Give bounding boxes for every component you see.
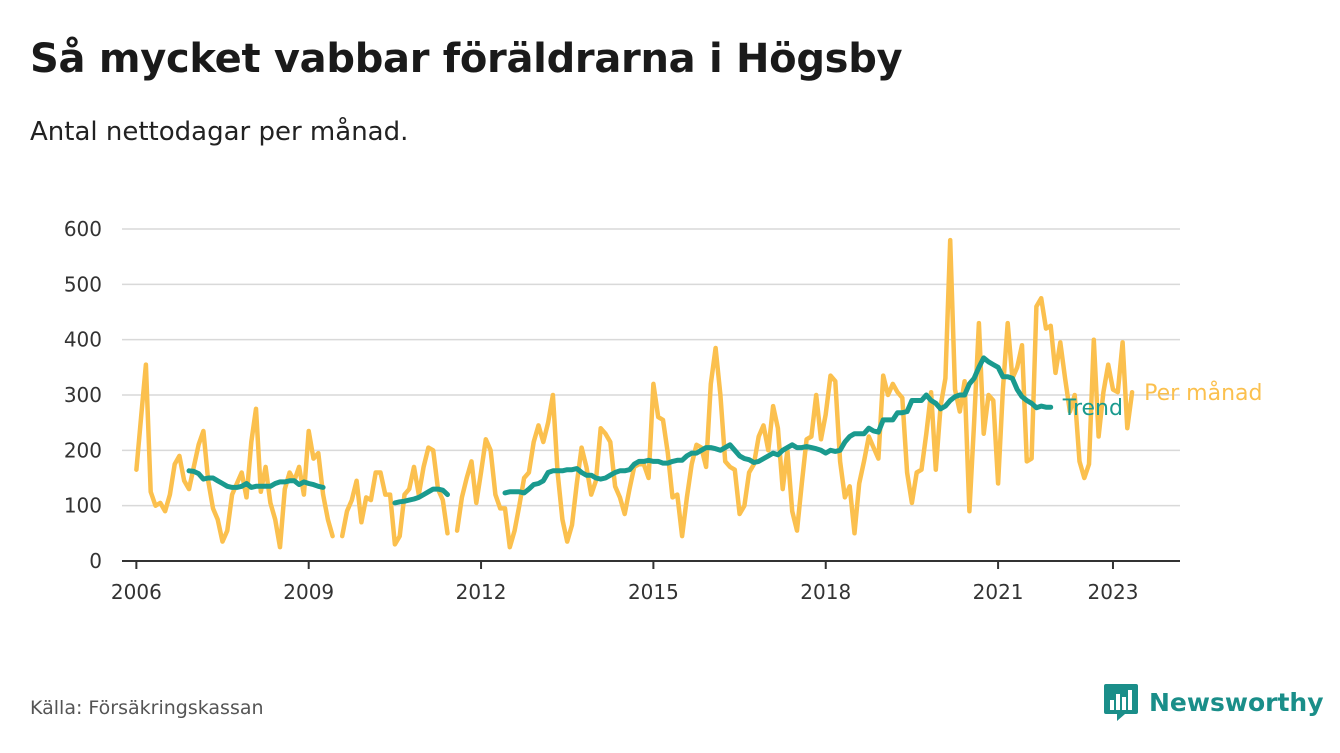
trend-line-segment-1 [186, 468, 326, 490]
trend-line-segment-2 [392, 486, 450, 506]
trend-series-label: Trend [1062, 396, 1123, 421]
x-tick-label-2009: 2009 [283, 580, 334, 604]
trend-line-segment-3 [502, 355, 1054, 496]
chart-subtitle: Antal nettodagar per månad. [30, 117, 409, 147]
x-tick-label-2018: 2018 [800, 580, 851, 604]
y-axis-tick-labels: 0 100 200 300 400 500 600 [64, 217, 102, 573]
monthly-line-segment-1 [134, 362, 335, 550]
y-tick-label-0: 0 [89, 549, 102, 573]
y-tick-label-300: 300 [64, 383, 102, 407]
brand-logo: Newsworthy [1103, 682, 1324, 722]
y-tick-label-500: 500 [64, 272, 102, 296]
y-tick-label-600: 600 [64, 217, 102, 241]
brand-name: Newsworthy [1149, 687, 1324, 717]
x-tick-label-2023: 2023 [1088, 580, 1139, 604]
y-tick-label-100: 100 [64, 494, 102, 518]
chart-title: Så mycket vabbar föräldrarna i Högsby [30, 36, 903, 82]
series-end-labels: Per månad Trend [1062, 380, 1263, 421]
monthly-series-label: Per månad [1144, 380, 1262, 406]
monthly-line-segment-3 [454, 237, 1135, 550]
x-tick-label-2015: 2015 [628, 580, 679, 604]
source-note: Källa: Försäkringskassan [30, 697, 264, 719]
x-tick-label-2006: 2006 [111, 580, 162, 604]
x-tick-label-2021: 2021 [973, 580, 1024, 604]
monthly-line-segment-2 [339, 445, 450, 547]
bar-chart-speech-bubble-icon [1104, 684, 1138, 721]
x-tick-label-2012: 2012 [456, 580, 507, 604]
x-axis-ticks: 2006 2009 2012 2015 2018 2021 2023 [111, 561, 1139, 604]
y-tick-label-200: 200 [64, 438, 102, 462]
y-tick-label-400: 400 [64, 328, 102, 352]
series-lines [134, 237, 1135, 550]
